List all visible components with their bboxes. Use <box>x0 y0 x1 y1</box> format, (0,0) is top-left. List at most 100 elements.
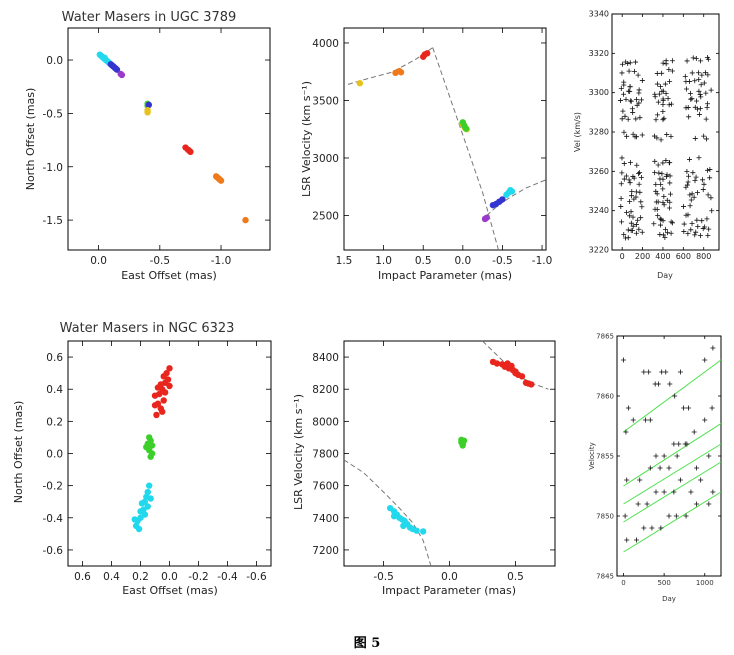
data-point <box>637 477 643 483</box>
data-point <box>663 58 669 64</box>
data-point <box>629 228 635 234</box>
data-point <box>710 489 716 495</box>
data-point <box>681 405 687 411</box>
data-point <box>621 91 627 97</box>
data-point <box>667 180 673 186</box>
y-tick-label: 3300 <box>589 88 609 97</box>
data-point <box>508 188 516 195</box>
data-point <box>641 369 647 375</box>
data-point <box>630 131 636 137</box>
data-point <box>697 91 703 97</box>
data-point <box>689 191 695 197</box>
data-point <box>660 160 666 166</box>
data-point <box>639 77 645 83</box>
data-point <box>242 216 249 224</box>
data-point <box>681 229 687 235</box>
data-point <box>658 137 664 143</box>
data-point <box>699 72 705 78</box>
data-point <box>483 214 490 221</box>
y-tick-label: 0.0 <box>46 449 63 461</box>
x-tick-label: 0.0 <box>441 571 458 583</box>
data-point <box>118 71 126 79</box>
data-point <box>668 133 674 139</box>
data-point <box>655 213 661 219</box>
x-tick-label: 200 <box>635 252 650 261</box>
data-point <box>634 102 640 108</box>
data-point <box>668 101 674 107</box>
y-tick-label: 3320 <box>589 49 609 58</box>
data-marks <box>131 365 173 533</box>
data-point <box>697 106 703 112</box>
y-tick-label: 7845 <box>596 573 614 581</box>
data-point <box>709 208 715 214</box>
data-point <box>619 170 625 176</box>
data-point <box>699 218 705 224</box>
data-point <box>694 98 700 104</box>
x-tick-label: 0.5 <box>507 571 524 583</box>
data-point <box>624 209 630 215</box>
x-tick-label: 0 <box>621 579 625 587</box>
data-point <box>708 87 714 93</box>
data-point <box>701 181 707 187</box>
data-point <box>706 501 712 507</box>
data-point <box>660 232 666 238</box>
data-point <box>657 222 663 228</box>
y-axis-label: North Offset (mas) <box>24 88 37 191</box>
data-point <box>666 513 672 519</box>
data-point <box>656 91 662 97</box>
data-point <box>688 197 694 203</box>
data-point <box>512 368 519 375</box>
data-point <box>662 81 668 87</box>
data-point <box>671 489 677 495</box>
data-point <box>691 194 697 200</box>
data-point <box>627 213 633 219</box>
data-point <box>660 60 666 66</box>
data-point <box>618 181 624 187</box>
data-point <box>704 105 710 111</box>
data-point <box>639 204 645 210</box>
data-point <box>667 191 673 197</box>
data-point <box>147 495 154 502</box>
data-point <box>618 204 624 210</box>
data-point <box>660 109 666 115</box>
data-point <box>667 160 673 166</box>
data-point <box>707 166 713 172</box>
data-point <box>663 157 669 163</box>
data-point <box>655 162 661 168</box>
data-point <box>634 162 640 168</box>
data-point <box>673 513 679 519</box>
data-point <box>638 97 644 103</box>
fit-line <box>623 491 722 553</box>
model-curve <box>347 47 433 85</box>
data-point <box>627 160 633 166</box>
data-point <box>629 193 635 199</box>
x-axis-label: Day <box>657 271 673 280</box>
data-point <box>705 101 711 107</box>
data-point <box>624 477 630 483</box>
data-point <box>669 220 675 226</box>
ticks: 1.5 1.0 0.5 0.0 -0.5 -1.0 2500 3000 3500 4000 <box>312 28 552 267</box>
x-tick-label: 0.0 <box>90 255 107 267</box>
data-point <box>652 170 658 176</box>
x-axis-label: East Offset (mas) <box>122 584 218 597</box>
y-tick-label: 2500 <box>312 210 339 222</box>
data-point <box>707 175 713 181</box>
data-point <box>684 169 690 175</box>
ticks: 0 200 400 600 800 3220 3240 3260 3280 3300 3320 334… <box>589 10 719 261</box>
y-tick-label: 0.2 <box>46 416 63 428</box>
data-point <box>633 59 639 65</box>
data-point <box>702 357 708 363</box>
x-tick-label: -1.0 <box>211 255 232 267</box>
data-point <box>689 70 695 76</box>
data-point <box>633 96 639 102</box>
data-point <box>653 453 659 459</box>
data-point <box>660 186 666 192</box>
data-point <box>633 189 639 195</box>
data-point <box>662 234 668 240</box>
data-point <box>144 109 151 116</box>
data-point <box>166 365 173 372</box>
data-marks <box>617 55 715 241</box>
data-point <box>665 95 671 101</box>
y-tick-label: 7860 <box>596 393 614 401</box>
data-point <box>677 477 683 483</box>
